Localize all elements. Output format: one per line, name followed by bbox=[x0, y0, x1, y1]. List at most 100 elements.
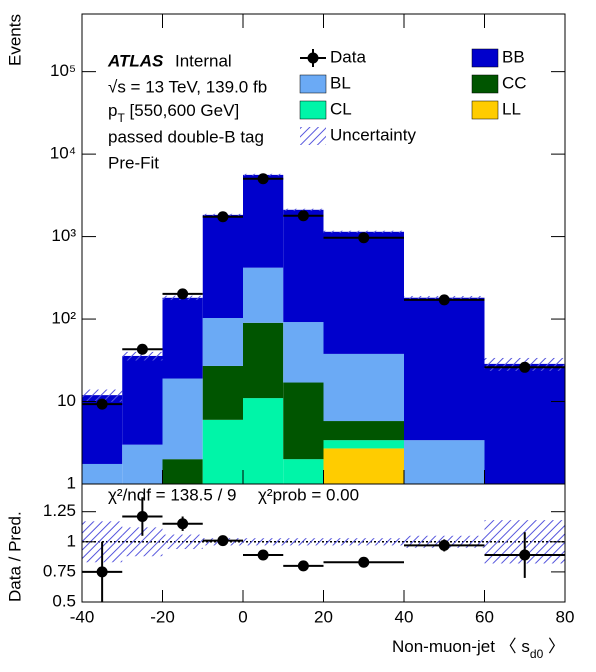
bar-segment bbox=[323, 231, 404, 354]
stage-label: Pre-Fit bbox=[108, 153, 159, 172]
bar-segment bbox=[243, 174, 284, 268]
data-point bbox=[257, 173, 269, 185]
ratio-point bbox=[96, 566, 108, 578]
bar-segment bbox=[404, 297, 485, 441]
ratio-y-tick-label: 0.5 bbox=[52, 591, 76, 610]
bar-segment bbox=[323, 440, 404, 449]
data-point bbox=[358, 232, 370, 244]
x-tick-label: 40 bbox=[395, 607, 414, 626]
pt-label-part: T bbox=[117, 111, 125, 125]
uncertainty-band bbox=[283, 208, 324, 211]
legend-label: Uncertainty bbox=[330, 125, 416, 144]
bar-segment bbox=[162, 297, 203, 379]
chi2-label: χ²/ndf = 138.5 / 9 bbox=[108, 485, 236, 504]
data-point bbox=[96, 398, 108, 410]
data-point bbox=[297, 210, 309, 222]
atlas-status: Internal bbox=[175, 51, 232, 70]
ratio-uncertainty-band bbox=[323, 538, 404, 546]
ratio-plot-area bbox=[82, 497, 565, 602]
uncertainty-band bbox=[122, 351, 163, 361]
uncertainty-band bbox=[82, 389, 123, 402]
ratio-uncertainty-band bbox=[243, 538, 284, 546]
ratio-y-tick-label: 1.25 bbox=[43, 501, 76, 520]
y-axis-title: Events bbox=[5, 14, 24, 66]
y-tick-label: 10 bbox=[57, 391, 76, 410]
chi2-prob-label: χ²prob = 0.00 bbox=[258, 485, 359, 504]
bar-segment bbox=[283, 459, 324, 484]
x-tick-label: 0 bbox=[238, 607, 247, 626]
legend-swatch bbox=[471, 74, 499, 94]
x-axis-title: Non-muon-jet 〈 sd0 〉 bbox=[392, 637, 565, 661]
ratio-y-tick-label: 1 bbox=[67, 531, 76, 550]
ratio-y-axis-title: Data / Pred. bbox=[5, 511, 24, 602]
ratio-point bbox=[297, 560, 309, 572]
ratio-uncertainty-band bbox=[162, 534, 203, 550]
bar-segment bbox=[404, 440, 485, 484]
bar-segment bbox=[202, 317, 243, 366]
legend-label: BL bbox=[330, 73, 351, 92]
ratio-point bbox=[519, 549, 531, 561]
legend-swatch bbox=[299, 74, 327, 94]
bar-segment bbox=[122, 444, 163, 484]
legend-label: CC bbox=[502, 73, 527, 92]
bar-segment bbox=[82, 463, 123, 484]
x-tick-label: 20 bbox=[314, 607, 333, 626]
data-point bbox=[519, 361, 531, 373]
x-tick-label: 60 bbox=[475, 607, 494, 626]
x-axis-title-part: 〉 bbox=[543, 637, 565, 656]
bar-segment bbox=[122, 355, 163, 445]
ratio-point bbox=[217, 535, 229, 547]
legend-label: BB bbox=[502, 47, 525, 66]
bar-segment bbox=[323, 421, 404, 441]
ratio-point bbox=[177, 518, 189, 530]
legend-swatch bbox=[299, 100, 327, 120]
main-plot-area bbox=[82, 173, 565, 484]
y-tick-label: 1 bbox=[67, 473, 76, 492]
bar-segment bbox=[243, 398, 284, 484]
bar-segment bbox=[283, 322, 324, 383]
energy-label: √s = 13 TeV, 139.0 fb bbox=[108, 77, 267, 96]
bar-segment bbox=[484, 363, 565, 484]
legend-swatch bbox=[471, 100, 499, 120]
pt-label: pT [550,600 GeV] bbox=[108, 101, 239, 125]
data-point bbox=[136, 343, 148, 355]
legend-marker bbox=[307, 52, 319, 64]
pt-label-part: p bbox=[108, 101, 117, 120]
y-tick-label: 10⁵ bbox=[50, 61, 76, 80]
bar-segment bbox=[323, 353, 404, 422]
ratio-point bbox=[136, 511, 148, 523]
ratio-uncertainty-band bbox=[283, 538, 324, 546]
ratio-point bbox=[438, 539, 450, 551]
uncertainty-band bbox=[323, 230, 404, 233]
data-point bbox=[438, 294, 450, 306]
data-point bbox=[177, 288, 189, 300]
bar-segment bbox=[243, 322, 284, 399]
ratio-point bbox=[358, 556, 370, 568]
bar-segment bbox=[202, 365, 243, 420]
legend-swatch bbox=[471, 48, 499, 68]
bar-segment bbox=[162, 378, 203, 460]
bar-segment bbox=[243, 267, 284, 323]
ratio-point bbox=[257, 549, 269, 561]
y-tick-label: 10⁴ bbox=[50, 144, 76, 163]
bar-segment bbox=[283, 209, 324, 323]
x-tick-label: -40 bbox=[70, 607, 95, 626]
legend-label: LL bbox=[502, 99, 521, 118]
legend-label: Data bbox=[330, 47, 366, 66]
bar-segment bbox=[283, 382, 324, 460]
atlas-label: ATLAS bbox=[107, 51, 164, 70]
x-tick-label: 80 bbox=[556, 607, 575, 626]
x-axis-title-part: Non-muon-jet 〈 s bbox=[392, 637, 530, 656]
x-axis-title-part: d0 bbox=[530, 647, 544, 661]
selection-label: passed double-B tag bbox=[108, 127, 264, 146]
legend-swatch bbox=[300, 127, 326, 145]
legend-label: CL bbox=[330, 99, 352, 118]
bar-segment bbox=[323, 448, 404, 484]
bar-segment bbox=[202, 419, 243, 484]
bar-segment bbox=[202, 214, 243, 318]
ratio-y-tick-label: 0.75 bbox=[43, 561, 76, 580]
y-tick-label: 10³ bbox=[51, 226, 76, 245]
bar-segment bbox=[162, 459, 203, 484]
pt-label-part: [550,600 GeV] bbox=[125, 101, 239, 120]
